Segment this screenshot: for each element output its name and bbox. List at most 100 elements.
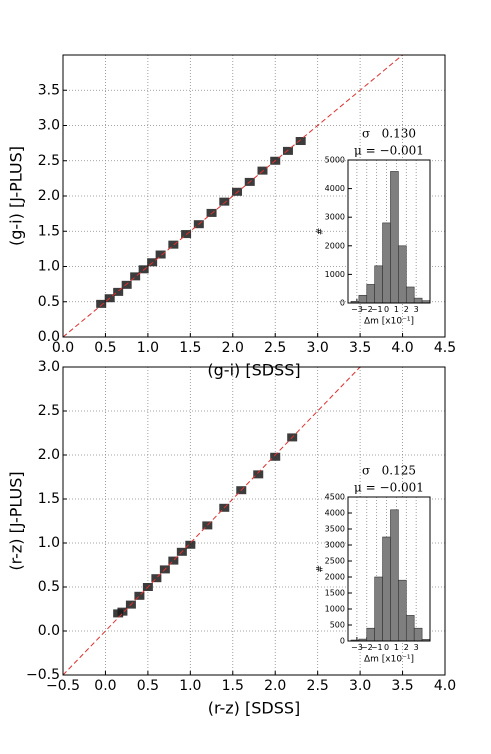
x-tick-label: −2 xyxy=(361,643,373,652)
y-tick-label: 1.0 xyxy=(38,259,60,275)
y-axis-label: (r-z) [J-PLUS] xyxy=(7,471,26,570)
x-tick-label: 2.5 xyxy=(264,340,286,356)
point xyxy=(282,146,293,155)
x-tick-label: 0.0 xyxy=(52,340,74,356)
point xyxy=(253,470,264,479)
y-tick-label: 2.0 xyxy=(38,188,60,204)
y-tick-label: 3000 xyxy=(325,541,345,550)
point xyxy=(134,591,145,600)
axes-frame xyxy=(347,159,431,304)
x-tick-label: −1 xyxy=(371,643,383,652)
point xyxy=(138,265,149,274)
bar xyxy=(413,627,423,642)
axes-frame xyxy=(347,496,431,642)
y-tick-label: 0.0 xyxy=(38,623,60,639)
y-axis-label: # xyxy=(316,228,326,236)
x-axis-label: Δm [x10⁻¹] xyxy=(364,317,414,327)
y-tick-label: 4000 xyxy=(325,509,345,518)
y-tick-label: 1000 xyxy=(325,270,345,279)
y-tick-label: 1.0 xyxy=(38,535,60,551)
point xyxy=(181,230,192,239)
x-tick-label: 2.0 xyxy=(222,340,244,356)
x-axis-label: Δm [x10⁻¹] xyxy=(364,655,414,665)
x-tick-label: 3 xyxy=(414,643,419,652)
point xyxy=(130,272,141,281)
x-tick-label: 0.5 xyxy=(137,678,159,694)
x-tick-label: 1.0 xyxy=(137,340,159,356)
point xyxy=(151,574,162,583)
bar xyxy=(398,245,407,304)
x-axis-label: (g-i) [SDSS] xyxy=(207,361,300,380)
y-tick-label: 4000 xyxy=(325,184,345,193)
y-tick-label: 3.5 xyxy=(38,82,60,98)
point xyxy=(185,540,196,549)
x-tick-label: 1.5 xyxy=(179,340,201,356)
x-tick-label: 0.5 xyxy=(94,340,116,356)
point xyxy=(155,250,166,259)
y-tick-label: 1000 xyxy=(325,605,345,614)
y-tick-label: 0.0 xyxy=(38,329,60,345)
y-tick-label: 3000 xyxy=(325,213,345,222)
x-tick-label: 2 xyxy=(404,305,409,314)
point xyxy=(96,299,107,308)
y-tick-label: 2000 xyxy=(325,573,345,582)
bar xyxy=(390,509,399,642)
x-tick-label: −3 xyxy=(351,643,363,652)
y-tick-label: 2.0 xyxy=(38,447,60,463)
y-tick-label: 0.5 xyxy=(38,579,60,595)
x-tick-label: 3.5 xyxy=(391,678,413,694)
point xyxy=(168,556,179,565)
x-tick-label: 3.0 xyxy=(349,678,371,694)
axes-frame xyxy=(62,54,446,338)
point xyxy=(219,197,230,206)
x-tick-label: −3 xyxy=(351,305,363,314)
y-axis-label: # xyxy=(316,565,326,573)
x-tick-label: 1 xyxy=(394,305,399,314)
axes-frame xyxy=(62,366,446,676)
point xyxy=(117,607,128,616)
x-tick-label: −1 xyxy=(371,305,383,314)
y-tick-label: 2.5 xyxy=(38,403,60,419)
y-tick-label: 0.5 xyxy=(38,294,60,310)
bar xyxy=(413,297,423,304)
x-tick-label: 3 xyxy=(414,305,419,314)
point xyxy=(295,137,306,146)
point xyxy=(121,280,132,289)
point xyxy=(257,166,268,175)
bar xyxy=(374,265,383,304)
bar xyxy=(366,284,375,304)
point xyxy=(147,258,158,267)
point xyxy=(168,240,179,249)
hist-title: σ 0.130 xyxy=(362,127,416,141)
point xyxy=(206,208,217,217)
x-tick-label: 2.0 xyxy=(264,678,286,694)
y-tick-label: 0 xyxy=(340,637,345,646)
x-axis-label: (r-z) [SDSS] xyxy=(208,699,301,718)
y-tick-label: 3.0 xyxy=(38,118,60,134)
y-tick-label: 0 xyxy=(340,299,345,308)
bar xyxy=(382,536,391,642)
y-tick-label: 4500 xyxy=(325,493,345,502)
hist-subtitle: μ = −0.001 xyxy=(354,481,424,495)
y-tick-label: 2500 xyxy=(325,557,345,566)
y-axis-label: (g-i) [J-PLUS] xyxy=(7,146,26,246)
y-tick-label: 2.5 xyxy=(38,153,60,169)
x-tick-label: 3.0 xyxy=(307,340,329,356)
hist-subtitle: μ = −0.001 xyxy=(354,144,424,158)
y-tick-label: 1.5 xyxy=(38,223,60,239)
point xyxy=(232,187,243,196)
one-to-one-line xyxy=(62,54,403,338)
y-tick-label: 3.0 xyxy=(38,359,60,375)
point xyxy=(202,521,213,530)
y-tick-label: 1500 xyxy=(325,589,345,598)
x-tick-label: 4.0 xyxy=(434,678,456,694)
y-tick-label: 1.5 xyxy=(38,491,60,507)
y-tick-label: 5000 xyxy=(325,156,345,165)
bar xyxy=(358,294,368,304)
bar xyxy=(405,286,415,304)
x-tick-label: 2 xyxy=(404,643,409,652)
x-tick-label: 3.5 xyxy=(349,340,371,356)
bar xyxy=(366,627,375,642)
x-tick-label: 1.5 xyxy=(222,678,244,694)
